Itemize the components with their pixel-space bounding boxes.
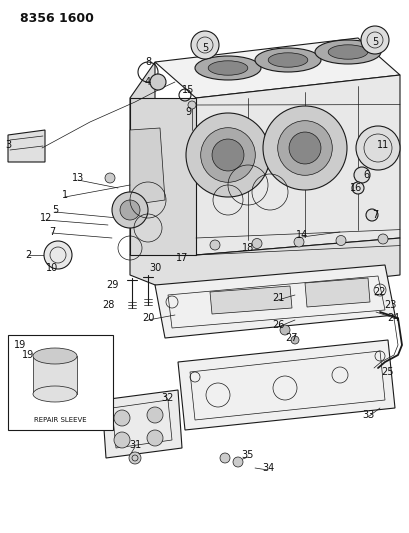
Polygon shape (130, 98, 196, 255)
Text: 34: 34 (261, 463, 274, 473)
Polygon shape (102, 390, 182, 458)
Circle shape (191, 31, 218, 59)
Text: 8356 1600: 8356 1600 (20, 12, 94, 25)
Circle shape (209, 240, 220, 250)
Circle shape (351, 182, 363, 194)
Circle shape (211, 139, 243, 171)
Polygon shape (130, 62, 155, 255)
Circle shape (147, 407, 163, 423)
Text: 13: 13 (72, 173, 84, 183)
Ellipse shape (208, 61, 247, 75)
Text: 16: 16 (349, 183, 361, 193)
Text: 21: 21 (271, 293, 283, 303)
Text: 1: 1 (62, 190, 68, 200)
Circle shape (335, 236, 345, 246)
Circle shape (114, 432, 130, 448)
Circle shape (112, 192, 148, 228)
Text: 14: 14 (295, 230, 308, 240)
Circle shape (186, 113, 270, 197)
Text: 22: 22 (373, 287, 385, 297)
Text: 25: 25 (381, 367, 393, 377)
Circle shape (290, 336, 298, 344)
Circle shape (200, 128, 255, 182)
Text: 27: 27 (285, 333, 297, 343)
Text: 31: 31 (128, 440, 141, 450)
Text: 9: 9 (184, 107, 191, 117)
Circle shape (355, 126, 399, 170)
Text: 19: 19 (22, 350, 34, 360)
Text: 12: 12 (40, 213, 52, 223)
Circle shape (293, 237, 303, 247)
Polygon shape (33, 356, 77, 394)
Ellipse shape (254, 48, 320, 72)
Circle shape (44, 241, 72, 269)
Text: 6: 6 (362, 170, 368, 180)
Polygon shape (130, 128, 164, 205)
Text: 33: 33 (361, 410, 373, 420)
Text: 29: 29 (106, 280, 118, 290)
Circle shape (114, 410, 130, 426)
Text: 35: 35 (241, 450, 254, 460)
Circle shape (232, 457, 243, 467)
Text: 8: 8 (145, 57, 151, 67)
Text: 17: 17 (175, 253, 188, 263)
Text: 23: 23 (383, 300, 395, 310)
Text: 5: 5 (201, 43, 208, 53)
Circle shape (120, 200, 139, 220)
Text: 10: 10 (46, 263, 58, 273)
Polygon shape (209, 286, 291, 314)
Ellipse shape (33, 386, 77, 402)
Ellipse shape (314, 40, 380, 64)
Polygon shape (196, 75, 399, 255)
Text: 18: 18 (241, 243, 254, 253)
Circle shape (220, 453, 229, 463)
Circle shape (353, 167, 369, 183)
Text: 3: 3 (5, 140, 11, 150)
Circle shape (150, 74, 166, 90)
Text: 15: 15 (181, 85, 194, 95)
Text: 26: 26 (271, 320, 283, 330)
Polygon shape (178, 340, 394, 430)
Circle shape (277, 120, 331, 175)
Polygon shape (155, 265, 394, 338)
Text: REPAIR SLEEVE: REPAIR SLEEVE (34, 417, 86, 423)
Circle shape (188, 101, 196, 109)
Ellipse shape (195, 56, 261, 80)
Text: 11: 11 (376, 140, 388, 150)
Polygon shape (155, 38, 399, 98)
Circle shape (365, 209, 377, 221)
Text: 7: 7 (371, 210, 377, 220)
Circle shape (288, 132, 320, 164)
Text: 28: 28 (101, 300, 114, 310)
Polygon shape (304, 278, 369, 307)
Circle shape (377, 234, 387, 244)
Ellipse shape (327, 45, 367, 59)
Text: 20: 20 (142, 313, 154, 323)
Circle shape (147, 430, 163, 446)
Text: 24: 24 (386, 313, 398, 323)
Text: 2: 2 (25, 250, 31, 260)
Text: 30: 30 (148, 263, 161, 273)
Text: 5: 5 (371, 37, 377, 47)
Circle shape (105, 173, 115, 183)
Polygon shape (130, 238, 399, 298)
Ellipse shape (267, 53, 307, 67)
Circle shape (360, 26, 388, 54)
Text: 5: 5 (52, 205, 58, 215)
Text: 32: 32 (162, 393, 174, 403)
Circle shape (279, 325, 289, 335)
Ellipse shape (33, 348, 77, 364)
Circle shape (262, 106, 346, 190)
Text: 4: 4 (145, 77, 151, 87)
Text: 7: 7 (49, 227, 55, 237)
Polygon shape (8, 130, 45, 162)
Circle shape (252, 238, 261, 248)
Circle shape (129, 452, 141, 464)
Text: 19: 19 (14, 340, 26, 350)
Polygon shape (8, 335, 113, 430)
